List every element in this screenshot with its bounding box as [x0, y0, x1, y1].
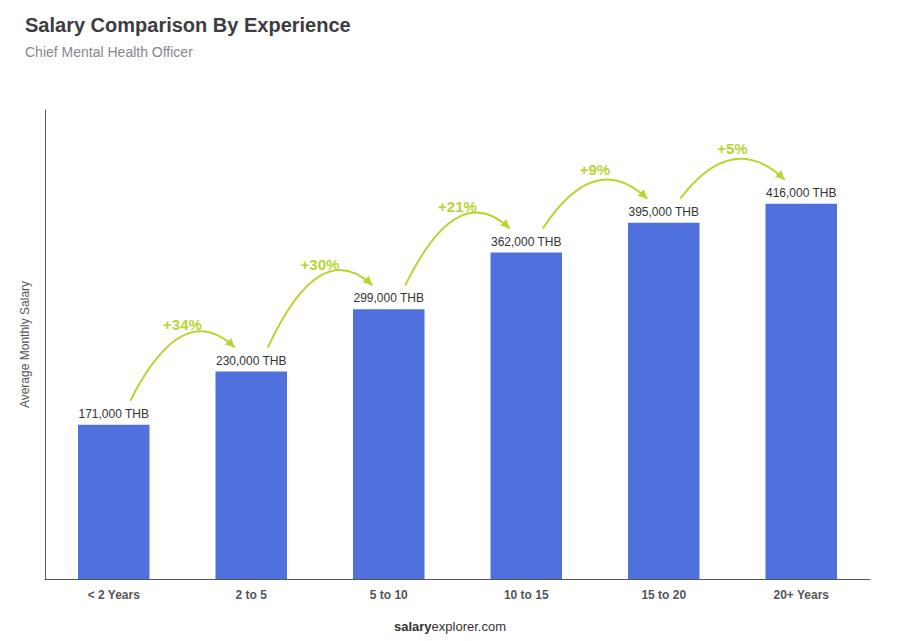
svg-text:230,000 THB: 230,000 THB — [216, 354, 287, 368]
svg-text:2 to 5: 2 to 5 — [236, 588, 268, 602]
svg-text:+9%: +9% — [580, 161, 610, 178]
svg-text:362,000 THB: 362,000 THB — [491, 235, 562, 249]
svg-text:171,000 THB: 171,000 THB — [79, 407, 150, 421]
svg-text:+30%: +30% — [301, 256, 340, 273]
svg-text:< 2 Years: < 2 Years — [88, 588, 140, 602]
svg-text:20+ Years: 20+ Years — [773, 588, 829, 602]
svg-text:15 to 20: 15 to 20 — [641, 588, 686, 602]
svg-text:+34%: +34% — [163, 316, 202, 333]
svg-text:salary: salary — [394, 619, 432, 634]
svg-text:Average Monthly Salary: Average Monthly Salary — [18, 281, 32, 408]
svg-text:416,000 THB: 416,000 THB — [766, 186, 837, 200]
svg-text:395,000 THB: 395,000 THB — [629, 205, 700, 219]
svg-text:299,000 THB: 299,000 THB — [354, 291, 425, 305]
svg-text:Chief Mental Health Officer: Chief Mental Health Officer — [25, 44, 193, 60]
svg-text:+21%: +21% — [438, 198, 477, 215]
svg-text:+5%: +5% — [717, 140, 747, 157]
svg-text:explorer.com: explorer.com — [432, 619, 506, 634]
svg-text:5 to 10: 5 to 10 — [370, 588, 408, 602]
svg-text:Salary Comparison By Experienc: Salary Comparison By Experience — [25, 14, 351, 36]
svg-text:10 to 15: 10 to 15 — [504, 588, 549, 602]
